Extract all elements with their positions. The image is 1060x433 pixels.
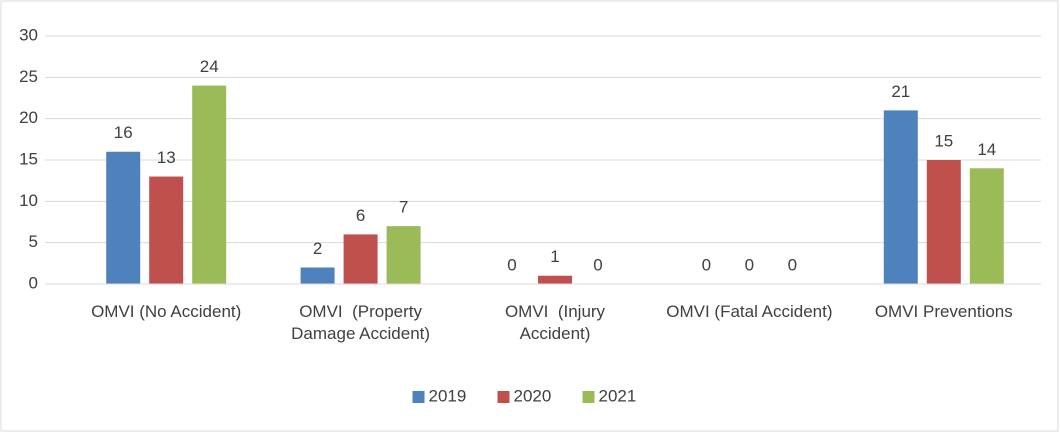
data-label: 24 xyxy=(200,57,219,76)
data-label: 6 xyxy=(356,206,365,225)
y-tick-label: 0 xyxy=(29,273,38,292)
x-tick-label: OMVI (Property Damage Accident) xyxy=(291,302,431,343)
bar xyxy=(538,275,572,284)
x-tick-label: OMVI (No Accident) xyxy=(91,302,242,321)
bar xyxy=(926,160,961,284)
x-tick-label: OMVI Preventions xyxy=(874,302,1013,321)
y-tick-label: 15 xyxy=(19,149,38,168)
y-tick-label: 20 xyxy=(19,108,38,127)
legend-label: 2021 xyxy=(599,386,637,405)
bar xyxy=(300,267,335,284)
data-label: 0 xyxy=(507,255,516,274)
x-tick-label: OMVI (Injury Accident) xyxy=(504,302,609,343)
data-label: 0 xyxy=(593,255,602,274)
bar xyxy=(106,151,141,284)
bar xyxy=(149,176,184,284)
data-label: 16 xyxy=(114,123,133,142)
data-label: 2 xyxy=(313,239,322,258)
data-label: 0 xyxy=(788,255,797,274)
bar xyxy=(883,110,918,285)
data-label: 13 xyxy=(157,148,176,167)
data-label: 14 xyxy=(977,140,996,159)
y-tick-label: 5 xyxy=(29,232,38,251)
legend-swatch xyxy=(582,391,595,403)
legend-label: 2020 xyxy=(514,386,552,405)
data-label: 7 xyxy=(399,198,408,217)
legend-swatch xyxy=(497,391,510,403)
y-tick-label: 30 xyxy=(19,25,38,44)
data-label: 21 xyxy=(891,82,910,101)
y-tick-label: 25 xyxy=(19,67,38,86)
bar xyxy=(343,234,378,284)
legend-label: 2019 xyxy=(429,386,467,405)
y-tick-label: 10 xyxy=(19,191,38,210)
bar xyxy=(192,85,227,284)
data-label: 15 xyxy=(934,131,953,150)
data-label: 0 xyxy=(745,255,754,274)
legend-swatch xyxy=(412,391,425,403)
x-tick-label: OMVI (Fatal Accident) xyxy=(666,302,833,321)
bar xyxy=(386,226,421,284)
data-label: 1 xyxy=(550,247,559,266)
bar xyxy=(969,168,1004,284)
data-label: 0 xyxy=(702,255,711,274)
